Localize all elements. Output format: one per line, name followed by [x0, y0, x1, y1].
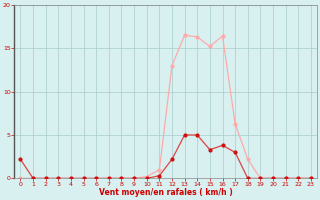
X-axis label: Vent moyen/en rafales ( km/h ): Vent moyen/en rafales ( km/h ) — [99, 188, 233, 197]
